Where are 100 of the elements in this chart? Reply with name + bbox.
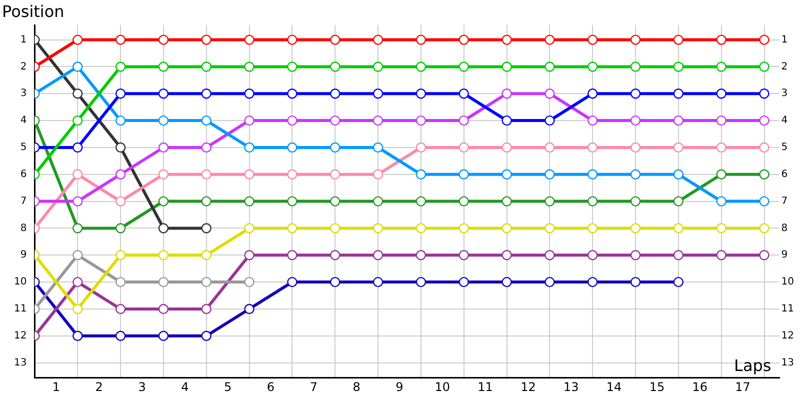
x-tick-label: 12 [520, 380, 536, 394]
point [630, 169, 641, 180]
point [372, 34, 384, 45]
point [588, 250, 598, 260]
point [372, 250, 384, 260]
point [72, 142, 83, 153]
point [502, 250, 512, 260]
point [458, 62, 469, 72]
point [502, 62, 512, 72]
point [201, 169, 212, 180]
point [544, 276, 555, 288]
point [158, 169, 169, 180]
y-tick-label: 6 [20, 168, 27, 180]
x-tick-label: 5 [224, 380, 232, 394]
y-tick-label: 8 [20, 222, 27, 234]
point [502, 88, 512, 99]
point [201, 62, 212, 72]
x-tick-label: 13 [564, 380, 579, 394]
point [244, 34, 254, 45]
point [416, 169, 426, 180]
point [759, 196, 770, 206]
point [588, 223, 598, 234]
point [544, 142, 555, 153]
point [588, 276, 598, 288]
point [287, 62, 298, 72]
point [287, 223, 298, 234]
y2-tick-label: 5 [781, 142, 788, 154]
point [458, 34, 469, 45]
point [115, 88, 126, 99]
point [716, 62, 726, 72]
x-axis-title: Laps [734, 356, 772, 375]
point [287, 276, 298, 288]
point [630, 250, 641, 260]
x-tick-label: 8 [352, 380, 360, 394]
point [244, 276, 254, 288]
point [158, 330, 169, 341]
point [115, 330, 126, 341]
x-tick-label: 15 [649, 380, 665, 394]
point [588, 142, 598, 153]
point [759, 62, 770, 72]
point [673, 250, 684, 260]
y-tick-label: 2 [20, 61, 27, 72]
x-tick-label: 10 [434, 380, 450, 394]
point [115, 223, 126, 234]
point [458, 169, 469, 180]
x-tick-label: 11 [478, 380, 493, 394]
point [630, 196, 641, 206]
point [372, 276, 384, 288]
y2-tick-label: 6 [781, 168, 788, 180]
point [244, 196, 254, 206]
point [544, 62, 555, 72]
point [72, 304, 83, 314]
point [72, 88, 83, 99]
point [759, 250, 770, 260]
point [544, 115, 555, 126]
point [630, 62, 641, 72]
point [372, 115, 384, 126]
point [201, 250, 212, 260]
point [458, 115, 469, 126]
point [244, 88, 254, 99]
point [588, 34, 598, 45]
point [673, 276, 684, 288]
point [244, 115, 254, 126]
point [287, 142, 298, 153]
point [287, 169, 298, 180]
point [158, 304, 169, 314]
point [201, 276, 212, 288]
point [158, 34, 169, 45]
y-tick-label: 10 [14, 276, 27, 288]
point [330, 196, 340, 206]
point [372, 62, 384, 72]
point [544, 169, 555, 180]
point [201, 34, 212, 45]
point [330, 169, 340, 180]
point [330, 88, 340, 99]
point [372, 223, 384, 234]
point [158, 196, 169, 206]
point [201, 142, 212, 153]
y2-tick-label: 11 [781, 304, 794, 315]
point [72, 196, 83, 206]
x-tick-label: 17 [735, 380, 750, 394]
x-tick-label: 9 [396, 380, 404, 394]
point [416, 88, 426, 99]
point [716, 142, 726, 153]
y2-tick-label: 2 [781, 61, 788, 72]
point [372, 196, 384, 206]
point [502, 115, 512, 126]
point [673, 62, 684, 72]
y-axis-title: Position [2, 2, 64, 22]
point [72, 169, 83, 180]
point [287, 115, 298, 126]
point [158, 276, 169, 288]
point [287, 34, 298, 45]
point [416, 276, 426, 288]
point [630, 142, 641, 153]
point [330, 276, 340, 288]
point [458, 196, 469, 206]
point [158, 62, 169, 72]
y2-tick-label: 7 [781, 196, 788, 207]
point [588, 115, 598, 126]
